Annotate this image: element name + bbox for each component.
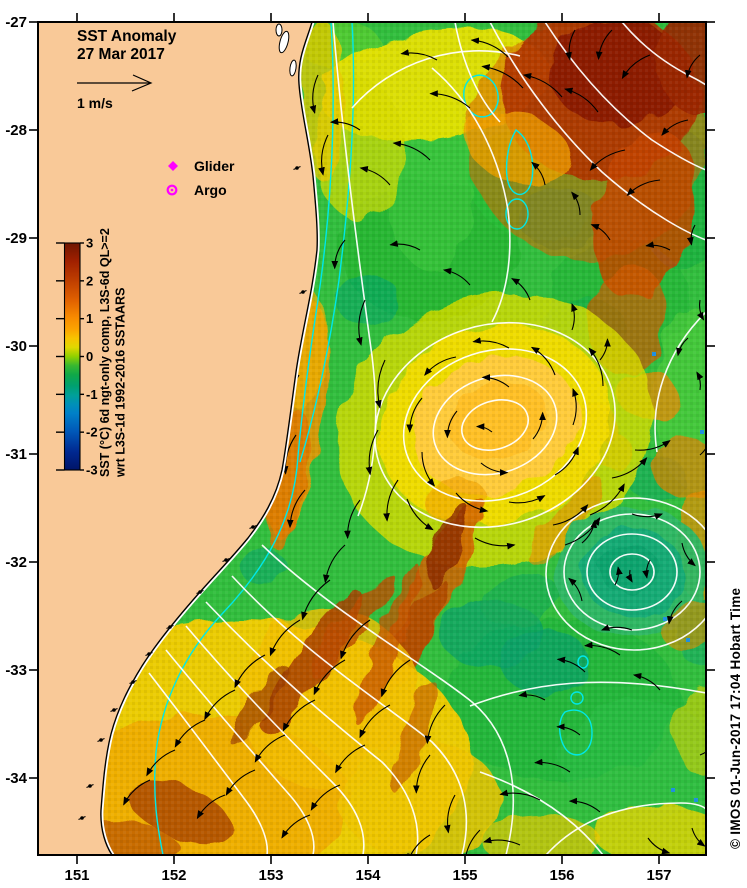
- y-axis-tick-label: -30: [5, 338, 27, 355]
- x-axis: 151 152 153 154 155 156 157: [64, 867, 671, 884]
- ssh-contours-white: [148, 22, 706, 855]
- x-axis-tick-label: 156: [549, 867, 574, 884]
- colorbar-title-line1: SST (°C) 6d ngt-only comp, L3S-6d QL>=2: [98, 228, 112, 477]
- y-axis: -27 -28 -29 -30 -31 -32 -33 -34: [5, 14, 27, 787]
- colorbar-tick-label: 0: [86, 349, 93, 364]
- glider-label: Glider: [194, 158, 235, 174]
- colorbar-title-line2: wrt L3S-1d 1992-2016 SSTAARS: [114, 288, 128, 478]
- colorbar-tick-label: 3: [86, 236, 93, 251]
- colorbar-tick-label: -3: [86, 463, 98, 478]
- y-axis-tick-label: -27: [5, 14, 27, 31]
- x-axis-tick-label: 153: [258, 867, 283, 884]
- scale-arrow-head-icon: [131, 74, 153, 92]
- map-title: SST Anomaly: [77, 28, 177, 45]
- colorbar-tick-label: -1: [86, 387, 98, 402]
- map-date: 27 Mar 2017: [77, 46, 165, 63]
- colorbar-gradient: [63, 242, 81, 471]
- y-axis-tick-label: -29: [5, 230, 27, 247]
- x-axis-tick-label: 151: [64, 867, 89, 884]
- argo-label: Argo: [194, 182, 227, 198]
- colorbar-tick-label: 2: [86, 273, 93, 288]
- argo-marker-icon: [166, 184, 178, 196]
- colorbar-tick-label: -2: [86, 425, 98, 440]
- watermark: © IMOS 01-Jun-2017 17:04 Hobart Time: [728, 587, 743, 849]
- x-axis-tick-label: 152: [161, 867, 186, 884]
- islands: [78, 23, 307, 820]
- x-axis-tick-label: 154: [355, 867, 381, 884]
- front-contours-cyan: [154, 22, 593, 855]
- land: [38, 22, 320, 855]
- glider-marker-icon: [168, 161, 178, 171]
- velocity-scale: 1 m/s: [77, 74, 153, 111]
- title-block: SST Anomaly 27 Mar 2017: [77, 28, 177, 63]
- y-axis-tick-label: -28: [5, 122, 27, 139]
- cold-pixel-specks: [652, 352, 704, 802]
- platform-legend: Glider Argo: [166, 158, 235, 198]
- colorbar-tick-label: 1: [86, 311, 93, 326]
- x-axis-tick-label: 157: [646, 867, 671, 884]
- y-axis-tick-label: -33: [5, 662, 27, 679]
- y-axis-tick-label: -32: [5, 554, 27, 571]
- colorbar: 3 2 1 0 -1 -2 -3 SST (°C) 6d ngt-only comp, L3…: [56, 228, 128, 478]
- velocity-scale-label: 1 m/s: [77, 95, 113, 111]
- y-axis-tick-label: -34: [5, 770, 27, 787]
- y-axis-tick-label: -31: [5, 446, 27, 463]
- x-axis-tick-label: 155: [452, 867, 477, 884]
- map-frame: [29, 13, 715, 864]
